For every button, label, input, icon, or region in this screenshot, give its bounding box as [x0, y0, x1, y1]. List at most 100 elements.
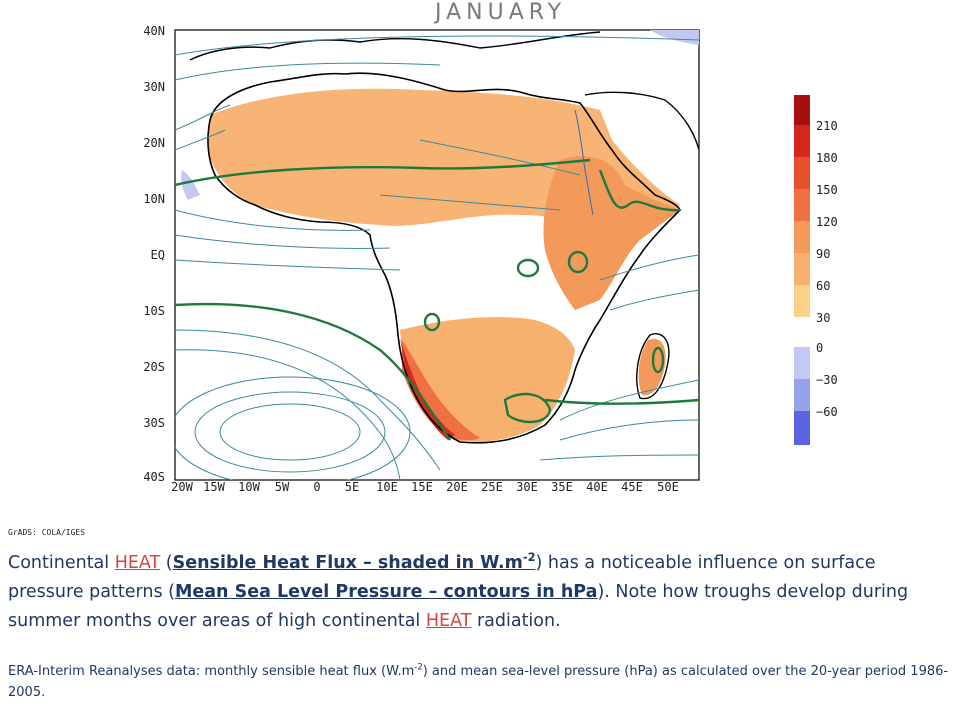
pressure-contour [175, 376, 411, 480]
legend-swatch [794, 379, 810, 411]
legend-swatch [794, 95, 810, 125]
legend-swatch [794, 157, 810, 189]
mslp-link[interactable]: Mean Sea Level Pressure – contours in hP… [174, 582, 598, 602]
x-axis-label: 35E [551, 480, 573, 494]
pressure-contour-1012 [175, 302, 451, 441]
x-axis-label: 50E [657, 480, 679, 494]
superscript: -2 [522, 550, 536, 565]
pressure-contour-1012 [567, 250, 589, 274]
x-axis-label: 20W [171, 480, 193, 494]
africa-coastline [207, 72, 681, 444]
pressure-contour [539, 454, 699, 461]
pressure-contour [175, 349, 401, 480]
note-text: ERA-Interim Reanalyses data: monthly sen… [8, 664, 415, 679]
data-source-note: ERA-Interim Reanalyses data: monthly sen… [8, 661, 952, 703]
superscript: -2 [414, 661, 423, 672]
legend-label: 180 [816, 151, 838, 165]
heat-flux-madagascar-shading [638, 338, 666, 396]
y-axis-label: 30N [143, 80, 165, 94]
caption-text: Continental [8, 553, 115, 573]
x-axis-label: 20E [446, 480, 468, 494]
legend-swatch [794, 347, 810, 379]
legend-swatch [794, 253, 810, 285]
x-axis-label: 15E [411, 480, 433, 494]
pressure-contour [559, 379, 699, 421]
pressure-contour [609, 289, 699, 311]
y-axis-label: 20N [143, 136, 165, 150]
y-axis-label: 30S [143, 416, 165, 430]
arabia-coastline [584, 91, 699, 151]
legend-label: 210 [816, 119, 838, 133]
madagascar-coastline [636, 333, 670, 400]
x-axis: 20W 15W 10W 5W 0 5E 10E 15E 20E 25E 30E … [150, 480, 710, 498]
heat-link[interactable]: HEAT [114, 553, 161, 573]
pressure-contour [175, 62, 441, 81]
legend-label: 120 [816, 215, 838, 229]
legend-label: −30 [816, 373, 838, 387]
caption-text: ) has a noticeable influence on surface … [8, 553, 876, 602]
caption-text: ). Note how troughs develop during summe… [8, 582, 909, 631]
map-title: JANUARY [435, 0, 567, 25]
pressure-contour [559, 419, 699, 441]
y-axis-label: 40S [143, 470, 165, 484]
map-plot [174, 29, 700, 481]
legend-label: 150 [816, 183, 838, 197]
pressure-contour-1012 [423, 312, 441, 332]
pressure-contour [599, 254, 699, 281]
legend-label: 60 [816, 279, 831, 293]
x-axis-label: 5W [274, 480, 290, 494]
pressure-contour [379, 194, 561, 211]
pressure-contour [175, 129, 226, 151]
legend-swatch [794, 221, 810, 253]
legend-label: 30 [816, 311, 831, 325]
x-axis-label: 10W [238, 480, 260, 494]
legend-swatch [794, 285, 810, 317]
color-legend: 210 180 150 120 90 60 30 0 −30 −60 [794, 95, 854, 450]
pressure-contour [175, 209, 371, 231]
x-axis-label: 25E [481, 480, 503, 494]
sensible-heat-flux-link[interactable]: Sensible Heat Flux – shaded in W.m-2 [172, 550, 536, 573]
pressure-contour [175, 35, 699, 56]
europe-coastline [189, 31, 601, 61]
pressure-contour [219, 403, 361, 461]
y-axis-label: 20S [143, 360, 165, 374]
pressure-contour-1012 [516, 258, 540, 278]
pressure-contour-1012 [651, 346, 665, 374]
pressure-contour [175, 329, 441, 471]
x-axis-label: 5E [344, 480, 360, 494]
map-figure: JANUARY [8, 0, 854, 537]
pressure-contour [175, 259, 401, 271]
caption-text: ( [160, 553, 173, 573]
sensible-heat-flux-text: Sensible Heat Flux – shaded in W.m [172, 553, 523, 573]
note-text: ) and mean sea-level pressure (hPa) as c… [8, 664, 949, 700]
legend-swatch [794, 411, 810, 445]
x-axis-label: 10E [376, 480, 398, 494]
y-axis-label: 10N [143, 192, 165, 206]
x-axis-label: 45E [621, 480, 643, 494]
pressure-contour [419, 139, 581, 176]
pressure-contour-1012 [503, 392, 552, 424]
legend-swatch [794, 189, 810, 221]
pressure-contour-1012 [598, 169, 681, 212]
x-axis-label: 30E [516, 480, 538, 494]
legend-label: −60 [816, 405, 838, 419]
figure-caption: Continental HEAT (Sensible Heat Flux – s… [8, 549, 952, 636]
y-axis-label: EQ [150, 248, 165, 262]
y-axis-label: 10S [143, 304, 165, 318]
x-axis-label: 40E [586, 480, 608, 494]
heat-link-2[interactable]: HEAT [425, 611, 472, 631]
x-axis-label: 0 [313, 480, 321, 494]
nile-river [574, 109, 594, 216]
grads-credit: GrADS: COLA/IGES [8, 528, 86, 537]
legend-label: 90 [816, 247, 831, 261]
pressure-contour-1012 [544, 398, 699, 405]
y-axis-label: 40N [143, 24, 165, 38]
pressure-contour [175, 234, 391, 249]
pressure-contour [194, 391, 386, 473]
x-axis-label: 15W [203, 480, 225, 494]
pressure-contour-1012 [175, 158, 591, 187]
caption-text: radiation. [471, 611, 561, 631]
pressure-contour [175, 104, 231, 131]
legend-swatch [794, 125, 810, 157]
legend-label: 0 [816, 341, 824, 355]
